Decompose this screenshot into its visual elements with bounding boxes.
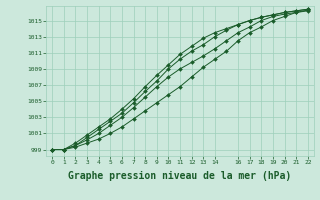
X-axis label: Graphe pression niveau de la mer (hPa): Graphe pression niveau de la mer (hPa) xyxy=(68,171,292,181)
